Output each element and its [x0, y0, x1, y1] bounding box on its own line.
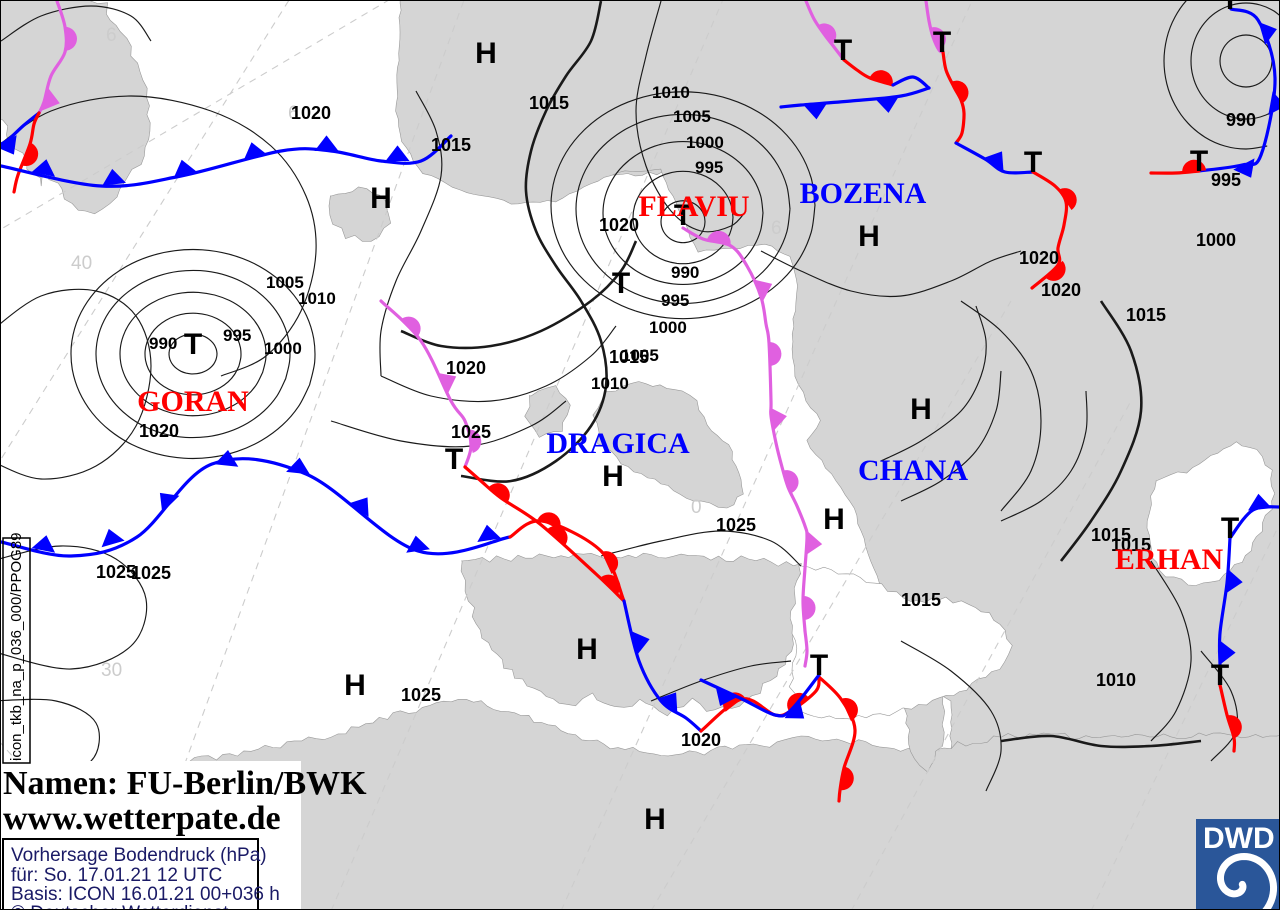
svg-text:1020: 1020: [599, 215, 639, 235]
svg-text:6: 6: [106, 25, 117, 46]
svg-text:995: 995: [695, 158, 723, 177]
svg-text:T: T: [184, 328, 202, 361]
svg-text:1015: 1015: [1126, 305, 1166, 325]
svg-text:1020: 1020: [139, 421, 179, 441]
svg-text:icon_tkb_na_p_036_000/PPOG89: icon_tkb_na_p_036_000/PPOG89: [8, 532, 25, 761]
svg-text:990: 990: [671, 263, 699, 282]
svg-text:H: H: [370, 182, 392, 215]
svg-text:1010: 1010: [591, 374, 629, 393]
svg-text:1005: 1005: [673, 107, 711, 126]
svg-text:T: T: [445, 443, 463, 476]
svg-text:T: T: [1221, 512, 1239, 545]
svg-text:T: T: [612, 267, 630, 300]
svg-text:1000: 1000: [686, 133, 724, 152]
svg-text:www.wetterpate.de: www.wetterpate.de: [3, 800, 281, 837]
svg-text:Namen: FU-Berlin/BWK: Namen: FU-Berlin/BWK: [3, 765, 367, 802]
svg-text:DRAGICA: DRAGICA: [546, 427, 690, 460]
svg-text:1025: 1025: [401, 685, 441, 705]
svg-text:1025: 1025: [451, 422, 491, 442]
svg-text:1015: 1015: [529, 93, 569, 113]
svg-text:1000: 1000: [1196, 230, 1236, 250]
svg-text:T: T: [810, 649, 828, 682]
svg-text:CHANA: CHANA: [858, 454, 968, 487]
svg-text:H: H: [602, 460, 624, 493]
svg-text:1025: 1025: [96, 562, 136, 582]
svg-text:H: H: [910, 393, 932, 426]
svg-text:H: H: [858, 220, 880, 253]
svg-text:T: T: [1211, 659, 1229, 692]
svg-text:1020: 1020: [446, 358, 486, 378]
svg-text:6: 6: [771, 218, 782, 239]
svg-text:FLAVIU: FLAVIU: [638, 190, 749, 223]
svg-text:H: H: [344, 669, 366, 702]
svg-text:1020: 1020: [291, 103, 331, 123]
svg-text:H: H: [644, 803, 666, 836]
svg-text:GORAN: GORAN: [137, 385, 249, 418]
svg-text:1025: 1025: [716, 515, 756, 535]
svg-text:995: 995: [661, 291, 689, 310]
svg-text:1005: 1005: [266, 273, 304, 292]
svg-text:1020: 1020: [681, 730, 721, 750]
svg-text:1010: 1010: [652, 83, 690, 102]
svg-text:1000: 1000: [264, 339, 302, 358]
svg-text:ERHAN: ERHAN: [1115, 543, 1224, 576]
svg-text:T: T: [933, 26, 951, 59]
svg-text:40: 40: [71, 253, 92, 274]
svg-text:1015: 1015: [609, 347, 649, 367]
svg-text:995: 995: [1211, 170, 1241, 190]
svg-text:H: H: [823, 503, 845, 536]
svg-text:T: T: [1024, 146, 1042, 179]
svg-text:990: 990: [149, 334, 177, 353]
svg-text:995: 995: [223, 326, 251, 345]
svg-text:T: T: [1190, 145, 1208, 178]
svg-text:0: 0: [691, 497, 702, 518]
svg-text:1010: 1010: [1096, 670, 1136, 690]
svg-text:1000: 1000: [649, 318, 687, 337]
svg-text:1020: 1020: [1041, 280, 1081, 300]
svg-text:DWD: DWD: [1203, 822, 1275, 855]
svg-text:1015: 1015: [901, 590, 941, 610]
svg-text:BOZENA: BOZENA: [800, 177, 927, 210]
svg-text:H: H: [475, 37, 497, 70]
svg-text:990: 990: [1226, 110, 1256, 130]
svg-text:30: 30: [101, 660, 122, 681]
svg-text:T: T: [1221, 1, 1239, 16]
svg-text:H: H: [576, 633, 598, 666]
svg-text:T: T: [834, 34, 852, 67]
svg-text:1015: 1015: [431, 135, 471, 155]
svg-text:für: So. 17.01.21 12 UTC: für: So. 17.01.21 12 UTC: [11, 865, 222, 886]
svg-text:1025: 1025: [131, 563, 171, 583]
svg-text:Basis: ICON 16.01.21 00+036 h: Basis: ICON 16.01.21 00+036 h: [11, 884, 280, 905]
svg-text:© Deutscher Wetterdienst: © Deutscher Wetterdienst: [11, 903, 229, 910]
svg-text:1020: 1020: [1019, 248, 1059, 268]
svg-text:Vorhersage Bodendruck (hPa): Vorhersage Bodendruck (hPa): [11, 845, 267, 866]
